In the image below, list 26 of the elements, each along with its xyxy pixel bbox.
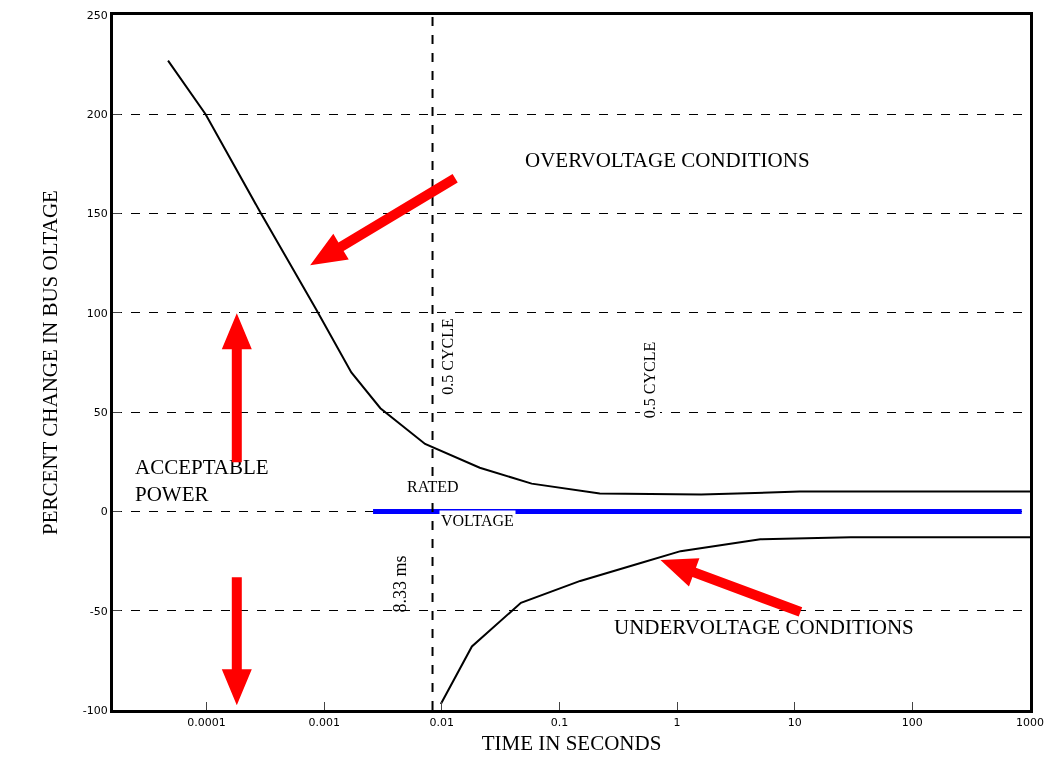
annotation: 0.5 CYCLE (641, 341, 659, 419)
y-tick-label: -100 (82, 703, 108, 717)
y-tick-label: 50 (93, 405, 108, 419)
x-tick-label: 0.01 (429, 716, 455, 730)
x-tick-label: 0.1 (550, 716, 569, 730)
annotation: VOLTAGE (441, 512, 514, 529)
annotation: UNDERVOLTAGE CONDITIONS (614, 615, 914, 639)
x-tick-label: 0.0001 (187, 716, 226, 730)
ref-line-label: 8.33 ms (389, 555, 410, 613)
y-axis-title: PERCENT CHANGE IN BUS OLTAGE (37, 190, 62, 535)
annotation: RATED (407, 478, 459, 495)
y-tick-label: 100 (86, 306, 108, 320)
x-tick-label: 1000 (1016, 716, 1044, 730)
annotation: ACCEPTABLE POWER (135, 455, 269, 507)
y-tick-label: 0 (100, 505, 108, 519)
x-axis-title: TIME IN SECONDS (481, 731, 662, 756)
x-tick-label: 100 (901, 716, 923, 730)
annotation: 0.5 CYCLE (438, 318, 456, 395)
x-tick-label: 1 (673, 716, 681, 730)
y-tick-label: 250 (86, 8, 108, 22)
y-tick-label: 200 (86, 108, 108, 122)
y-tick-label: 150 (86, 207, 108, 221)
annotation: OVERVOLTAGE CONDITIONS (525, 148, 810, 172)
y-tick-label: -50 (89, 604, 108, 618)
x-tick-label: 10 (787, 716, 802, 730)
x-tick-label: 0.001 (308, 716, 340, 730)
